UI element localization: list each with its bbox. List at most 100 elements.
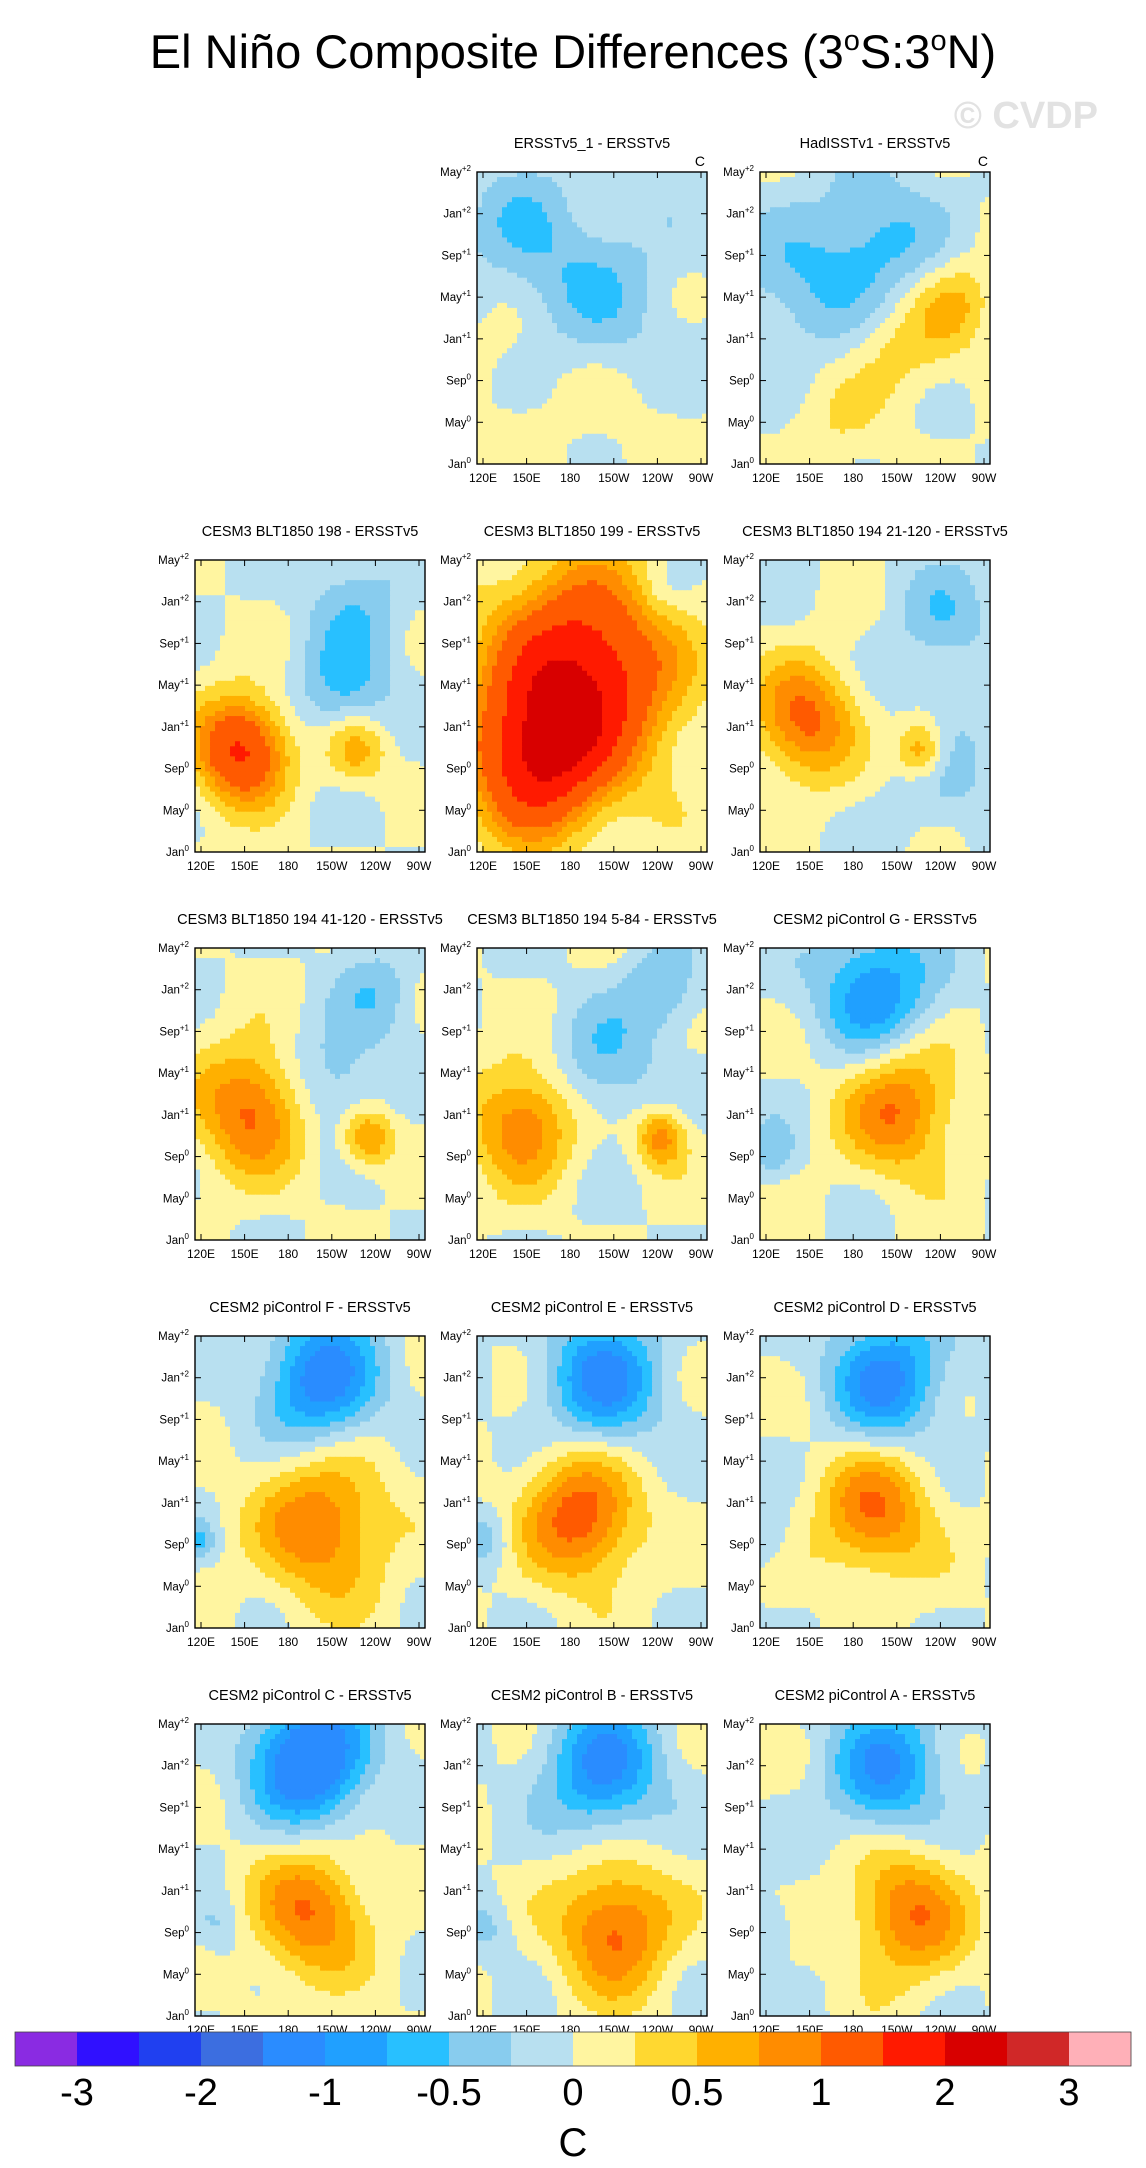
heatmap-cell — [522, 433, 528, 440]
heatmap-cell — [542, 378, 548, 385]
heatmap-cell — [692, 232, 698, 239]
heatmap-cell — [492, 323, 498, 329]
heatmap-cell — [582, 323, 588, 329]
heatmap-cell — [697, 257, 703, 264]
heatmap-cell — [572, 282, 578, 289]
heatmap-cell — [697, 433, 703, 440]
heatmap-cell — [637, 458, 643, 464]
heatmap-cell — [697, 252, 703, 259]
heatmap-cell — [677, 428, 683, 435]
heatmap-cell — [975, 262, 981, 269]
heatmap-cell — [885, 297, 891, 304]
heatmap-cell — [627, 428, 633, 435]
heatmap-cell — [577, 438, 583, 445]
heatmap-cell — [617, 418, 623, 425]
heatmap-cell — [607, 227, 613, 234]
heatmap-cell — [935, 388, 941, 395]
heatmap-cell — [800, 172, 806, 178]
heatmap-cell — [985, 307, 990, 314]
heatmap-cell — [517, 227, 523, 234]
heatmap-cell — [870, 338, 876, 344]
heatmap-cell — [682, 353, 688, 359]
heatmap-cell — [522, 323, 528, 329]
heatmap-cell — [512, 378, 518, 385]
heatmap-cell — [662, 242, 668, 249]
heatmap-cell — [482, 292, 488, 299]
heatmap-cell — [532, 182, 538, 188]
heatmap-cell — [527, 222, 533, 228]
heatmap-cell — [477, 323, 483, 329]
heatmap-cell — [850, 197, 856, 203]
y-tick-label: Jan0 — [448, 456, 472, 471]
heatmap-cell — [687, 242, 693, 249]
heatmap-cell — [840, 323, 846, 329]
heatmap-cell — [647, 207, 653, 213]
heatmap-cell — [587, 287, 593, 294]
heatmap-cell — [970, 207, 976, 213]
heatmap-cell — [637, 383, 643, 390]
heatmap-cell — [557, 428, 563, 435]
heatmap-cell — [557, 192, 563, 198]
heatmap-cell — [970, 323, 976, 329]
heatmap-cell — [845, 323, 851, 329]
heatmap-cell — [607, 398, 613, 405]
heatmap-cell — [885, 267, 891, 274]
heatmap-cell — [492, 172, 498, 178]
heatmap-cell — [477, 232, 483, 239]
heatmap-cell — [770, 262, 776, 269]
heatmap-cell — [482, 438, 488, 445]
heatmap-cell — [975, 292, 981, 299]
heatmap-cell — [637, 318, 643, 324]
heatmap-cell — [855, 398, 861, 405]
heatmap-cell — [702, 418, 707, 425]
heatmap-cell — [910, 413, 916, 420]
heatmap-cell — [820, 197, 826, 203]
heatmap-cell — [687, 217, 693, 223]
heatmap-cell — [592, 348, 598, 354]
heatmap-cell — [492, 212, 498, 218]
heatmap-cell — [562, 312, 568, 319]
heatmap-cell — [637, 328, 643, 334]
heatmap-cell — [810, 212, 816, 218]
heatmap-cell — [487, 192, 493, 198]
heatmap-cell — [985, 363, 990, 369]
heatmap-cell — [507, 247, 513, 254]
heatmap-cell — [800, 307, 806, 314]
heatmap-cell — [647, 443, 653, 450]
heatmap-cell — [672, 318, 678, 324]
heatmap-cell — [632, 192, 638, 198]
heatmap-cell — [552, 323, 558, 329]
heatmap-cell — [925, 393, 931, 400]
heatmap-cell — [895, 242, 901, 249]
heatmap-cell — [900, 287, 906, 294]
heatmap-cell — [702, 242, 707, 249]
heatmap-cell — [612, 177, 618, 183]
heatmap-cell — [915, 177, 921, 183]
heatmap-cell — [915, 172, 921, 178]
heatmap-cell — [587, 312, 593, 319]
heatmap-cell — [985, 297, 990, 304]
heatmap-cell — [652, 343, 658, 349]
heatmap-cell — [895, 413, 901, 420]
heatmap-cell — [955, 363, 961, 369]
heatmap-cell — [940, 222, 946, 228]
heatmap-cell — [800, 343, 806, 349]
heatmap-cell — [487, 348, 493, 354]
heatmap-cell — [557, 353, 563, 359]
heatmap-cell — [805, 172, 811, 178]
heatmap-cell — [960, 413, 966, 420]
heatmap-cell — [895, 177, 901, 183]
heatmap-cell — [890, 312, 896, 319]
heatmap-cell — [910, 348, 916, 354]
heatmap-cell — [960, 388, 966, 395]
heatmap-cell — [702, 187, 707, 193]
heatmap-cell — [642, 443, 648, 450]
heatmap-cell — [597, 378, 603, 385]
heatmap-cell — [885, 403, 891, 410]
heatmap-cell — [780, 182, 786, 188]
heatmap-cell — [900, 207, 906, 213]
heatmap-cell — [692, 262, 698, 269]
heatmap-cell — [547, 358, 553, 364]
heatmap-cell — [557, 302, 563, 309]
heatmap-cell — [855, 267, 861, 274]
